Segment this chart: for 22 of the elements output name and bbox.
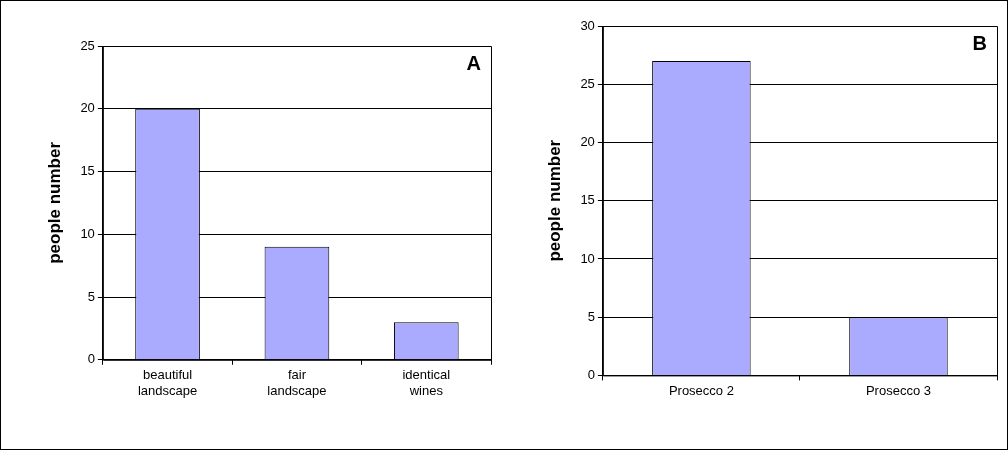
x-tick-label: identical wines <box>402 367 451 398</box>
y-tick-label: 0 <box>87 351 95 367</box>
x-tick-label: Prosecco 2 <box>668 382 734 398</box>
x-tick-label: fair landscape <box>267 367 327 398</box>
y-tick-label: 10 <box>80 225 95 241</box>
y-tick-label: 20 <box>580 134 595 150</box>
annotation: A <box>466 51 481 74</box>
y-tick-label: 15 <box>80 163 95 179</box>
x-tick-label: Prosecco 3 <box>865 382 931 398</box>
annotation: B <box>972 31 987 54</box>
y-tick-label: 30 <box>580 17 595 33</box>
y-tick-label: 15 <box>580 192 595 208</box>
y-tick-label: 0 <box>587 366 595 382</box>
y-tick-label: 25 <box>580 75 595 91</box>
y-axis-title: people number <box>544 139 564 262</box>
y-tick-label: 10 <box>580 250 595 266</box>
y-tick-label: 20 <box>80 100 95 116</box>
y-tick-label: 5 <box>87 288 95 304</box>
y-axis-title: people number <box>44 141 64 264</box>
x-tick-label: beautiful landscape <box>137 367 198 398</box>
y-tick-label: 5 <box>587 308 595 324</box>
y-tick-label: 25 <box>80 37 95 53</box>
